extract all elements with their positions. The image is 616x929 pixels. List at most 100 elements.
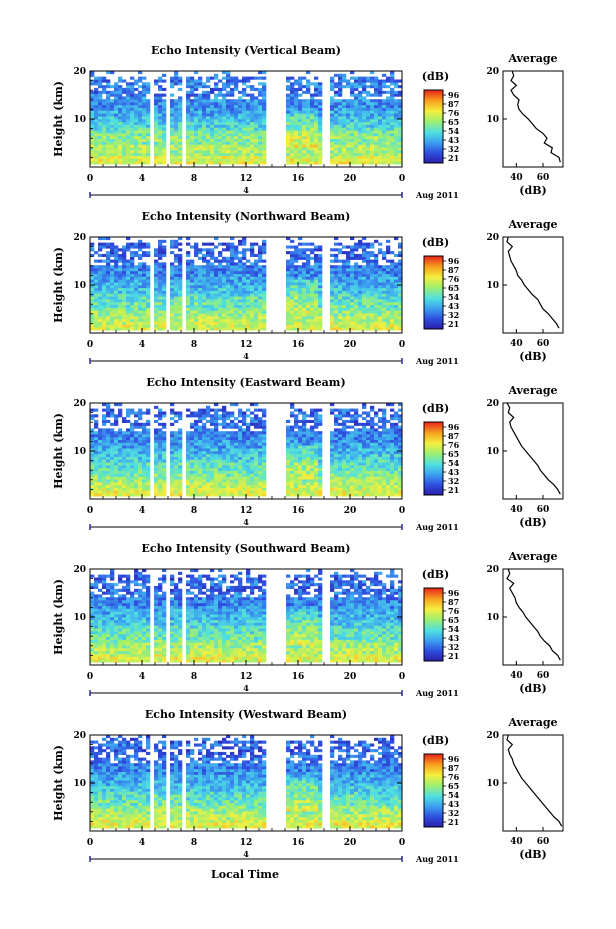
colorbar-tick-label: 76 — [448, 274, 460, 284]
heatmap-cell — [118, 110, 123, 114]
colorbar-tick-label: 21 — [448, 319, 459, 329]
heatmap-cell — [98, 79, 103, 83]
heatmap-cell — [186, 414, 191, 418]
heatmap-cell — [230, 268, 235, 272]
heatmap-cell — [162, 304, 167, 308]
heatmap-cell — [218, 270, 223, 274]
heatmap-cell — [114, 470, 119, 474]
heatmap-cell — [170, 476, 175, 480]
heatmap-cell — [366, 155, 371, 159]
heatmap-cell — [366, 282, 371, 286]
heatmap-cell — [366, 279, 371, 283]
heatmap-cell — [226, 321, 231, 325]
heatmap-cell — [230, 248, 235, 252]
heatmap-cell — [202, 130, 207, 134]
heatmap-cell — [354, 161, 359, 165]
heatmap-cell — [222, 155, 227, 159]
heatmap-cell — [214, 155, 219, 159]
heatmap-cell — [334, 293, 339, 297]
heatmap-cell — [162, 425, 167, 429]
heatmap-cell — [330, 82, 335, 86]
heatmap-cell — [294, 327, 299, 331]
heatmap-cell — [130, 242, 135, 246]
heatmap-cell — [126, 301, 131, 305]
heatmap-cell — [218, 313, 223, 317]
heatmap-cell — [194, 96, 199, 100]
heatmap-cell — [130, 467, 135, 471]
heatmap-cell — [346, 119, 351, 123]
heatmap-cell — [298, 152, 303, 156]
heatmap-cell — [350, 158, 355, 162]
heatmap-cell — [210, 479, 215, 483]
heatmap-cell — [158, 87, 163, 91]
heatmap-cell — [374, 307, 379, 311]
heatmap-cell — [110, 459, 115, 463]
heatmap-cell — [178, 414, 183, 418]
heatmap-cell — [310, 147, 315, 151]
heatmap-cell — [130, 431, 135, 435]
heatmap-cell — [350, 141, 355, 145]
heatmap-cell — [202, 158, 207, 162]
heatmap-cell — [298, 318, 303, 322]
heatmap-cell — [98, 135, 103, 139]
heatmap-cell — [98, 130, 103, 134]
heatmap-cell — [314, 152, 319, 156]
heatmap-cell — [354, 116, 359, 120]
heatmap-cell — [234, 301, 239, 305]
heatmap-cell — [90, 436, 95, 440]
heatmap-cell — [130, 411, 135, 415]
heatmap-cell — [130, 321, 135, 325]
heatmap-cell — [318, 313, 323, 317]
heatmap-cell — [198, 453, 203, 457]
heatmap-cell — [370, 290, 375, 294]
heatmap-cell — [358, 82, 363, 86]
heatmap-cell — [382, 285, 387, 289]
heatmap-cell — [94, 487, 99, 491]
heatmap-cell — [130, 442, 135, 446]
heatmap-cell — [126, 459, 131, 463]
heatmap-cell — [354, 104, 359, 108]
heatmap-cell — [134, 245, 139, 249]
heatmap-cell — [378, 301, 383, 305]
heatmap-cell — [242, 144, 247, 148]
heatmap-cell — [318, 290, 323, 294]
heatmap-cell — [142, 301, 147, 305]
heatmap-cell — [190, 316, 195, 320]
heatmap-cell — [318, 293, 323, 297]
heatmap-cell — [386, 290, 391, 294]
heatmap-cell — [318, 135, 323, 139]
heatmap-cell — [242, 242, 247, 246]
heatmap-cell — [310, 124, 315, 128]
heatmap-cell — [370, 93, 375, 97]
heatmap-cell — [254, 253, 259, 257]
heatmap-cell — [286, 113, 291, 117]
heatmap-cell — [398, 270, 403, 274]
heatmap-cell — [126, 121, 131, 125]
heatmap-cell — [362, 318, 367, 322]
heatmap-cell — [190, 87, 195, 91]
heatmap-cell — [178, 411, 183, 415]
heatmap-cell — [334, 124, 339, 128]
heatmap-cell — [262, 158, 267, 162]
heatmap-cell — [346, 127, 351, 131]
heatmap-cell — [362, 259, 367, 263]
heatmap-cell — [362, 245, 367, 249]
heatmap-cell — [174, 487, 179, 491]
heatmap-cell — [170, 161, 175, 165]
heatmap-cell — [190, 451, 195, 455]
heatmap-cell — [238, 293, 243, 297]
heatmap-cell — [334, 318, 339, 322]
heatmap-cell — [374, 147, 379, 151]
heatmap-cell — [218, 152, 223, 156]
heatmap-cell — [162, 490, 167, 494]
heatmap-cell — [106, 487, 111, 491]
heatmap-cell — [354, 318, 359, 322]
heatmap-cell — [162, 116, 167, 120]
heatmap-cell — [110, 462, 115, 466]
heatmap-cell — [286, 116, 291, 120]
heatmap-cell — [226, 248, 231, 252]
heatmap-cell — [314, 296, 319, 300]
heatmap-cell — [174, 99, 179, 103]
heatmap-cell — [114, 419, 119, 423]
heatmap-cell — [118, 465, 123, 469]
